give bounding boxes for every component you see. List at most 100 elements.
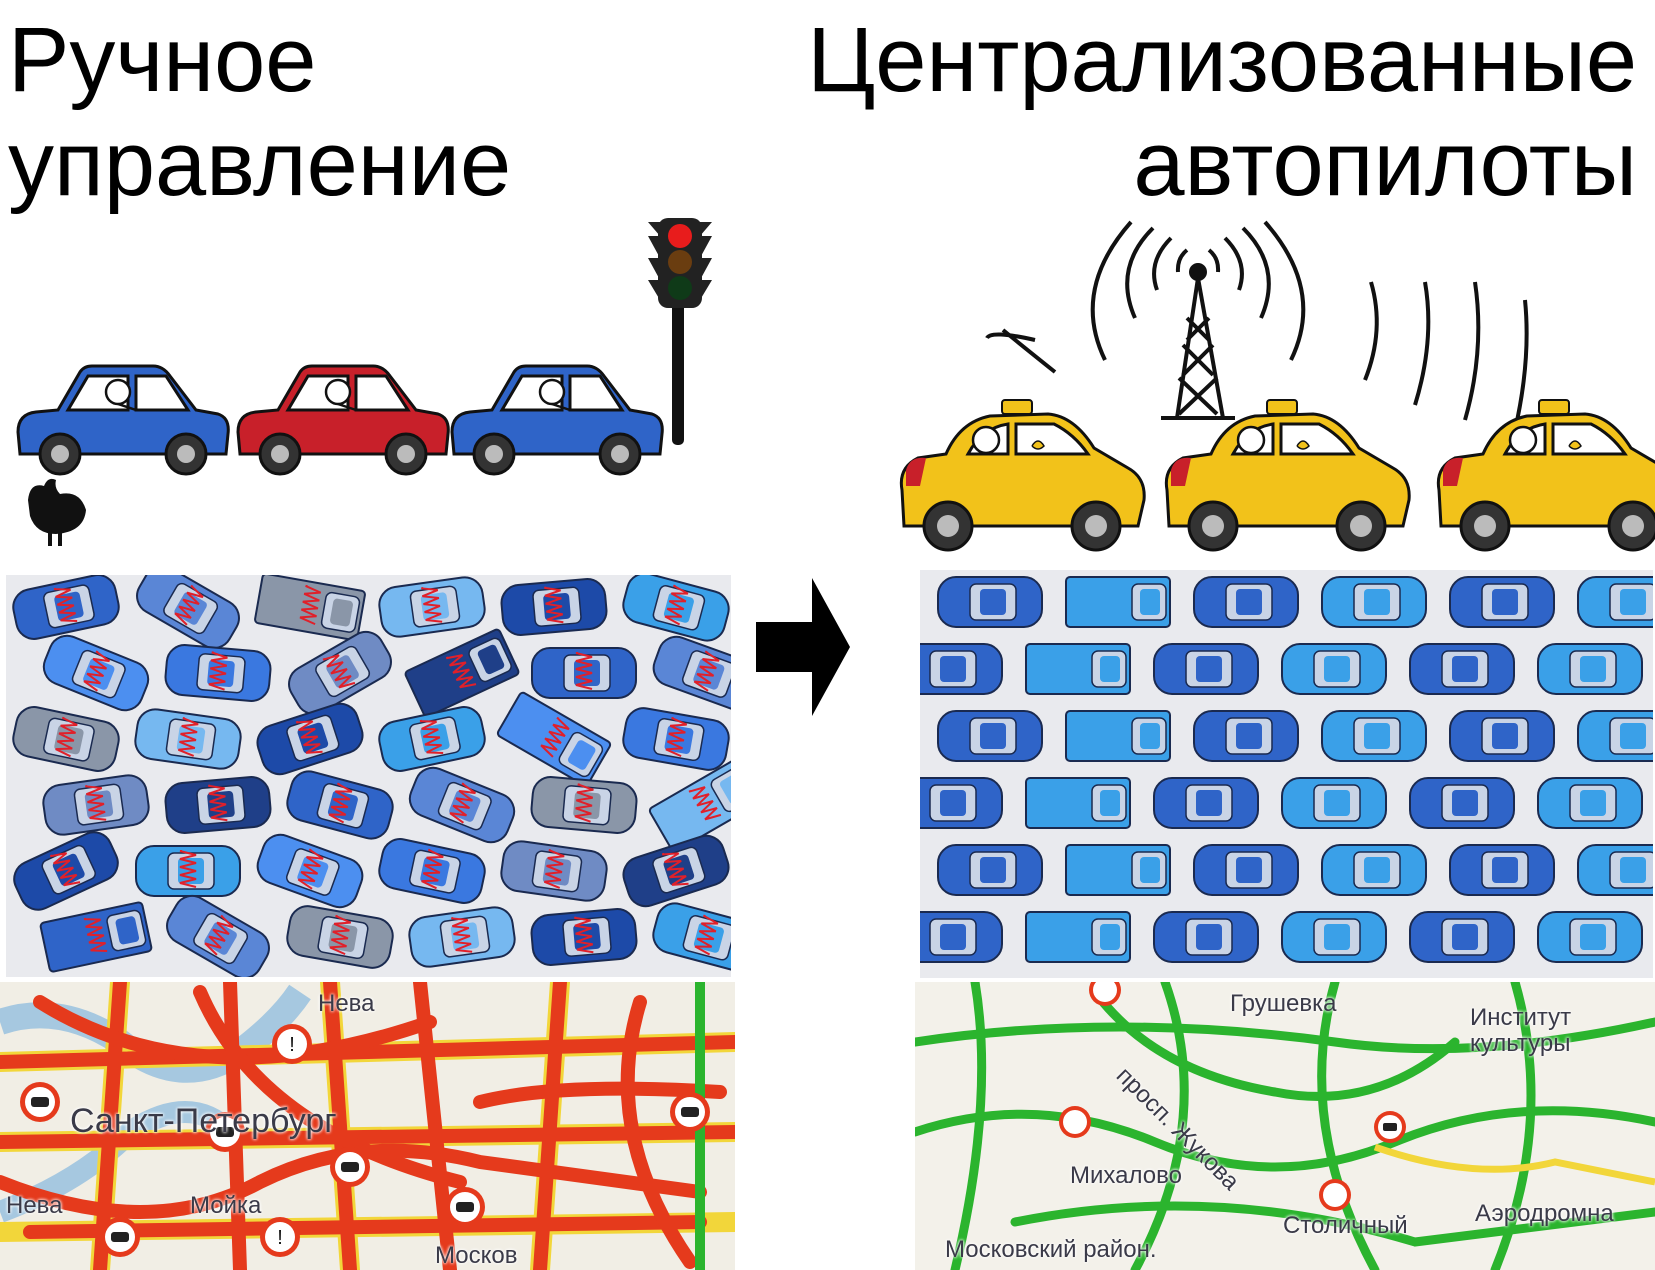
manual-driving-illustration — [16, 218, 712, 546]
arrow-right-icon — [756, 578, 850, 716]
accident-icons: ! ! — [20, 1024, 710, 1257]
car-top-view — [1409, 911, 1515, 963]
car-top-view — [1153, 911, 1259, 963]
map-left-label: Санкт-Петербург — [70, 1102, 337, 1140]
car-top-view — [1153, 643, 1259, 695]
car-top-view — [378, 706, 486, 772]
map-right-label: Московский район. — [945, 1236, 1157, 1263]
car-top-view — [408, 906, 516, 968]
map-left-label: Мойка — [190, 1192, 262, 1219]
car-top-view — [1449, 710, 1555, 762]
map-left-label: Москов — [435, 1242, 518, 1269]
truck-top-view — [39, 901, 153, 973]
car-top-view — [1281, 777, 1387, 829]
chaotic-cars-drawing — [12, 575, 731, 977]
car-top-view — [652, 635, 731, 711]
car-top-view — [378, 838, 486, 904]
autopilot-illustration — [899, 220, 1655, 552]
car-top-view — [1577, 576, 1653, 628]
title-right-line1: Централизованные — [807, 9, 1637, 111]
car-top-view — [1577, 844, 1653, 896]
map-left-label: Нева — [6, 1192, 63, 1219]
map-jammed-city: ! ! Нева Санкт-Петербург Мойка Нева Моск… — [0, 982, 735, 1270]
radio-tower-icon — [985, 220, 1529, 431]
map-free-flow: Грушевка просп. Жукова Институт культуры… — [915, 982, 1655, 1270]
car-top-view — [288, 630, 392, 716]
car-top-view — [1537, 643, 1643, 695]
title-left-line2: управление — [8, 113, 512, 215]
truck-top-view — [1065, 844, 1171, 896]
map-left-label: Нева — [318, 990, 375, 1017]
map-right-label: Михалово — [1070, 1162, 1182, 1189]
car-top-view — [42, 774, 150, 836]
car-top-view — [1537, 911, 1643, 963]
taxi-1 — [899, 398, 1146, 552]
svg-text:!: ! — [289, 1034, 295, 1056]
car-top-view — [136, 575, 240, 650]
car-top-view — [1321, 710, 1427, 762]
incident-icons — [1059, 982, 1406, 1211]
traffic-light — [648, 218, 712, 445]
chaotic-traffic-jam — [6, 575, 731, 977]
car-top-view — [920, 777, 1003, 829]
car-top-view — [286, 770, 394, 840]
car-top-view — [1193, 576, 1299, 628]
car-top-view — [378, 576, 486, 638]
car-top-view — [937, 710, 1043, 762]
car-top-view — [1321, 576, 1427, 628]
truck-top-view — [254, 575, 366, 642]
car-top-view — [1281, 643, 1387, 695]
car-top-view — [652, 902, 731, 972]
truck-top-view — [404, 628, 520, 718]
car-top-view — [1449, 844, 1555, 896]
car-top-view — [164, 644, 272, 702]
truck-top-view — [1025, 643, 1131, 695]
title-right: Централизованные автопилоты — [807, 8, 1637, 216]
jammed-roads-drawing: ! ! — [0, 982, 735, 1270]
truck-top-view — [1065, 710, 1171, 762]
truck-top-view — [648, 757, 731, 853]
map-right-label: Институт — [1470, 1004, 1572, 1031]
blue-car-1 — [16, 364, 230, 476]
car-top-view — [1281, 911, 1387, 963]
car-top-view — [135, 845, 241, 897]
car-top-view — [12, 706, 120, 772]
blue-car-2 — [450, 364, 664, 476]
red-car — [236, 364, 450, 476]
car-top-view — [530, 908, 638, 966]
car-top-view — [42, 634, 150, 712]
title-left: Ручное управление — [8, 8, 511, 216]
car-top-view — [256, 833, 364, 909]
car-top-view — [500, 840, 608, 902]
car-top-view — [12, 575, 120, 640]
truck-top-view — [1065, 576, 1171, 628]
title-left-line1: Ручное — [8, 9, 317, 111]
car-top-view — [530, 776, 638, 834]
car-top-view — [286, 905, 394, 969]
car-top-view — [1153, 777, 1259, 829]
free-roads-drawing — [915, 982, 1655, 1270]
truck-top-view — [1025, 777, 1131, 829]
svg-text:!: ! — [277, 1227, 283, 1249]
car-top-view — [408, 766, 516, 844]
car-top-view — [937, 576, 1043, 628]
car-top-view — [1321, 844, 1427, 896]
taxi-3 — [1436, 398, 1655, 552]
car-top-view — [134, 708, 242, 770]
truck-top-view — [496, 691, 612, 787]
map-right-label: Столичный — [1283, 1212, 1408, 1239]
car-top-view — [920, 643, 1003, 695]
car-top-view — [622, 707, 730, 771]
car-top-view — [13, 831, 119, 911]
car-top-view — [1537, 777, 1643, 829]
map-right-label: Аэродромна — [1475, 1200, 1614, 1227]
car-top-view — [1409, 777, 1515, 829]
car-top-view — [531, 647, 637, 699]
truck-top-view — [1025, 911, 1131, 963]
car-top-view — [1193, 844, 1299, 896]
car-top-view — [622, 575, 730, 642]
ordered-cars-drawing — [920, 576, 1653, 963]
car-top-view — [500, 578, 608, 636]
chicken-icon — [28, 478, 86, 546]
car-top-view — [1577, 710, 1653, 762]
